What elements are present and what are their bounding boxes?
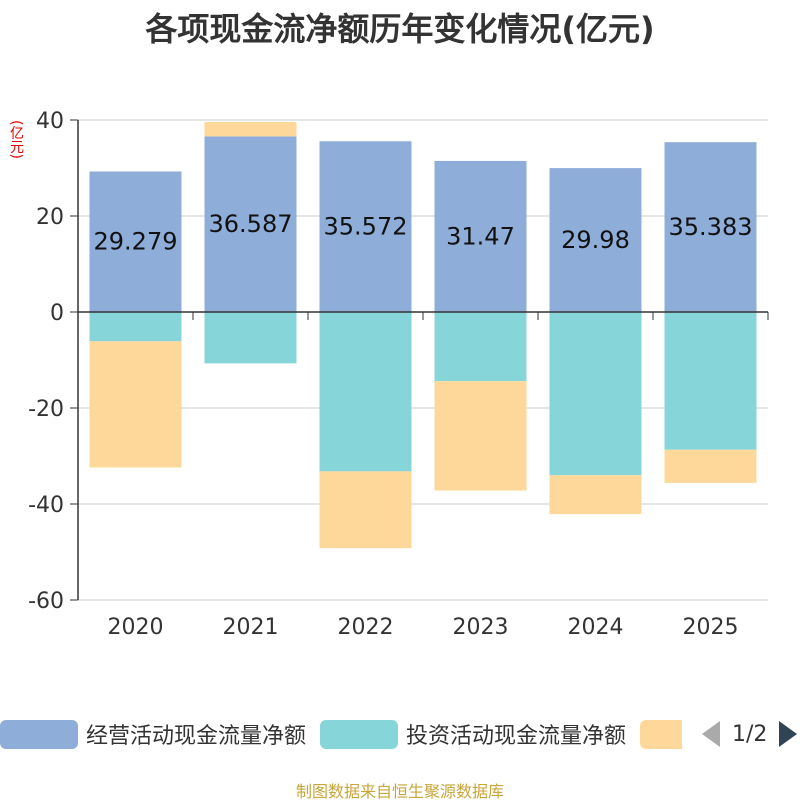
bar-2025-series-1 (664, 312, 757, 450)
bars (89, 121, 757, 549)
value-label-2021: 36.587 (209, 210, 293, 238)
y-tick-label: 0 (50, 301, 64, 326)
pager-text: 1/2 (732, 721, 768, 747)
bar-2020-series-2 (89, 341, 182, 468)
x-tick-label-2025: 2025 (683, 615, 739, 640)
bar-2022-series-2 (319, 471, 412, 549)
legend-swatch-operating (0, 719, 78, 749)
y-axis-unit: (亿元) (8, 120, 24, 159)
bar-2020-series-0 (89, 171, 182, 312)
bar-2022-series-1 (319, 312, 412, 472)
bar-2024-series-1 (549, 312, 642, 476)
legend-pager: 1/2 (702, 716, 798, 752)
legend-label-operating: 经营活动现金流量净额 (86, 724, 307, 749)
bar-2023-series-1 (434, 312, 527, 382)
y-tick-label: 40 (36, 109, 64, 134)
labels: 40 20 0 -20 -40 -60 29.279 2020 36.587 2021 35.572… (28, 109, 752, 640)
x-tick-label-2020: 2020 (108, 615, 164, 640)
bar-2021-series-2 (204, 121, 297, 137)
value-label-2022: 35.572 (324, 213, 408, 241)
chart-title: 各项现金流净额历年变化情况(亿元) (145, 10, 655, 48)
legend-item-operating[interactable]: 经营活动现金流量净额 (0, 716, 306, 752)
x-tick-label-2024: 2024 (568, 615, 624, 640)
value-label-2023: 31.47 (446, 222, 515, 250)
x-tick-label-2021: 2021 (223, 615, 279, 640)
chart-canvas: 40 20 0 -20 -40 -60 29.279 2020 36.587 2021 35.572… (28, 109, 769, 640)
bar-2024-series-2 (549, 475, 642, 515)
legend-label-investing: 投资活动现金流量净额 (406, 724, 627, 749)
legend: 经营活动现金流量净额 投资活动现金流量净额 1/2 (0, 716, 800, 752)
x-tick-label-2022: 2022 (338, 615, 394, 640)
value-label-2024: 29.98 (561, 226, 630, 254)
pager-next-icon[interactable] (779, 721, 798, 747)
legend-swatch-financing (640, 719, 682, 749)
legend-swatch-investing (320, 719, 398, 749)
bar-2024-series-0 (549, 168, 642, 312)
y-tick-label: -60 (28, 589, 64, 614)
gridlines (78, 119, 768, 601)
legend-item-investing[interactable]: 投资活动现金流量净额 (320, 716, 626, 752)
pager-prev-icon[interactable] (702, 721, 720, 747)
value-label-2020: 29.279 (94, 228, 178, 256)
legend-item-financing[interactable] (640, 716, 682, 752)
x-tick-label-2023: 2023 (453, 615, 509, 640)
bar-2025-series-0 (664, 142, 757, 312)
y-tick-label: -20 (28, 397, 64, 422)
value-label-2025: 35.383 (669, 213, 753, 241)
bar-2023-series-2 (434, 381, 527, 491)
axes (70, 119, 769, 601)
y-tick-label: -40 (28, 493, 64, 518)
source-note: 制图数据来自恒生聚源数据库 (295, 782, 504, 801)
bar-2021-series-1 (204, 312, 297, 364)
bar-2023-series-0 (434, 160, 527, 312)
bar-2020-series-1 (89, 312, 182, 342)
y-tick-label: 20 (36, 205, 64, 230)
bar-2021-series-0 (204, 136, 297, 312)
bar-2025-series-2 (664, 449, 757, 483)
bar-2022-series-0 (319, 141, 412, 312)
